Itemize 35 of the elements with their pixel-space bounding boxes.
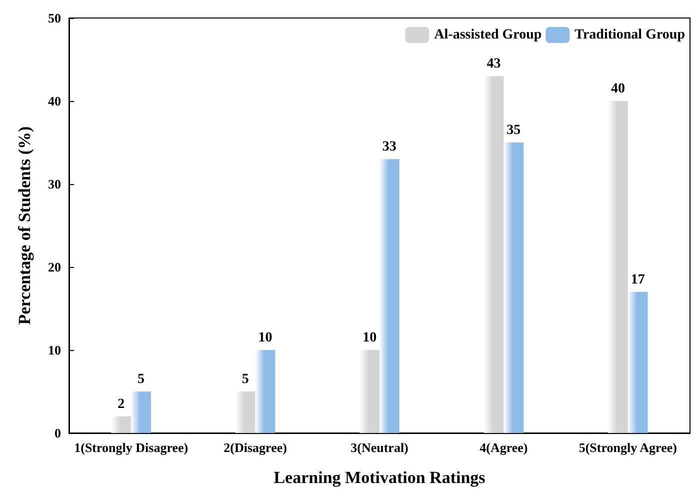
x-tick-label: 4(Agree): [480, 440, 528, 455]
legend-label: Traditional Group: [574, 28, 686, 42]
data-label: 17: [630, 272, 645, 288]
x-tick-label: 5(Strongly Agree): [578, 440, 677, 455]
bar: [628, 292, 648, 433]
y-tick-label: 30: [48, 176, 61, 192]
bar: [360, 350, 380, 433]
data-label: 35: [506, 123, 521, 138]
bar: [484, 76, 504, 433]
y-axis-title: Percentage of Students (%): [15, 126, 34, 325]
data-label: 40: [610, 82, 625, 96]
data-label: 5: [242, 372, 249, 387]
data-label: 10: [258, 330, 272, 346]
y-tick-label: 20: [48, 260, 61, 274]
y-tick-label: 10: [48, 342, 61, 358]
data-label: 33: [382, 140, 396, 155]
data-label: 10: [362, 330, 377, 346]
y-tick-label: 40: [48, 94, 61, 108]
bar: [111, 416, 132, 433]
y-tick-label: 0: [54, 426, 61, 440]
x-tick-label: 2(Disagree): [224, 440, 287, 455]
data-label: 43: [486, 56, 501, 72]
legend-label: Al-assisted Group: [434, 28, 542, 42]
bar: [255, 350, 276, 433]
bar: [504, 142, 524, 433]
bar: [608, 101, 628, 433]
bar: [380, 159, 400, 433]
bar: [131, 392, 151, 433]
bar: [235, 392, 256, 433]
x-tick-label: 1(Strongly Disagree): [74, 440, 188, 455]
y-tick-label: 50: [48, 10, 61, 26]
x-axis-title: Learning Motivation Ratings: [274, 468, 486, 487]
data-label: 5: [138, 372, 145, 387]
x-tick-label: 3(Neutral): [350, 440, 408, 455]
data-label: 2: [118, 396, 125, 412]
